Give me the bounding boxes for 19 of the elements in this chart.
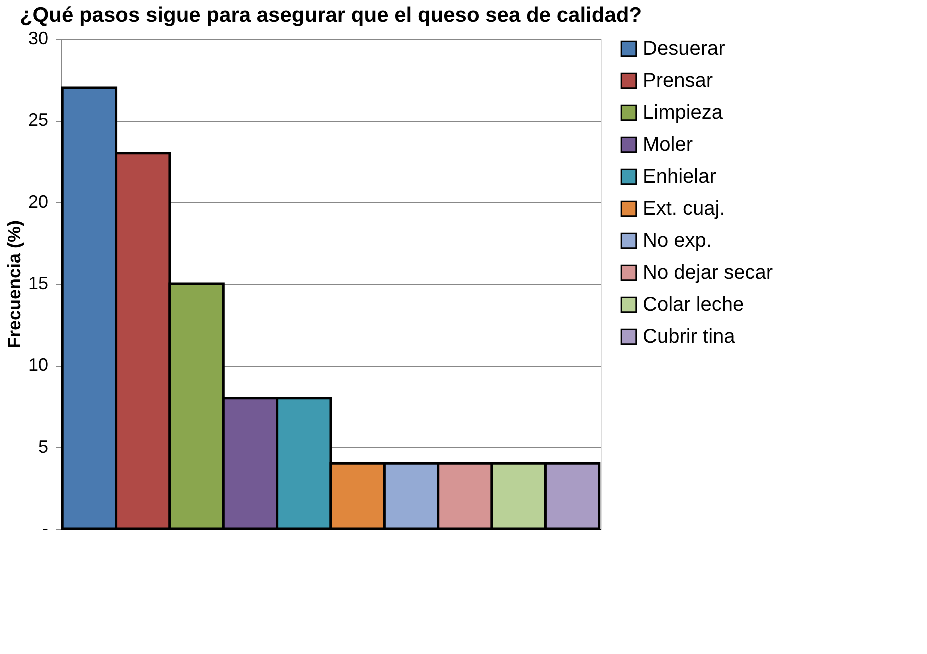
legend-label: Prensar xyxy=(643,70,714,92)
legend-label: Ext. cuaj. xyxy=(643,198,726,220)
y-tick-label: 30 xyxy=(28,28,48,48)
y-tick-label: 5 xyxy=(38,436,48,457)
legend-label: No dejar secar xyxy=(643,262,774,284)
y-axis-title: Frecuencia (%) xyxy=(4,220,24,349)
legend-label: No exp. xyxy=(643,230,712,252)
legend-label: Cubrir tina xyxy=(643,326,736,348)
legend-label: Limpieza xyxy=(643,102,724,124)
legend-label: Enhielar xyxy=(643,166,717,188)
legend-label: Desuerar xyxy=(643,38,726,60)
legend-label: Colar leche xyxy=(643,294,744,316)
legend-label: Moler xyxy=(643,134,694,156)
y-tick-label: 15 xyxy=(28,274,48,294)
y-tick-label: 25 xyxy=(28,110,48,130)
y-tick-label: 20 xyxy=(28,192,48,212)
chart-title: ¿Qué pasos sigue para asegurar que el queso sea de calidad? xyxy=(20,4,642,27)
y-tick-label: 10 xyxy=(28,355,48,376)
y-tick-label: - xyxy=(42,518,48,538)
